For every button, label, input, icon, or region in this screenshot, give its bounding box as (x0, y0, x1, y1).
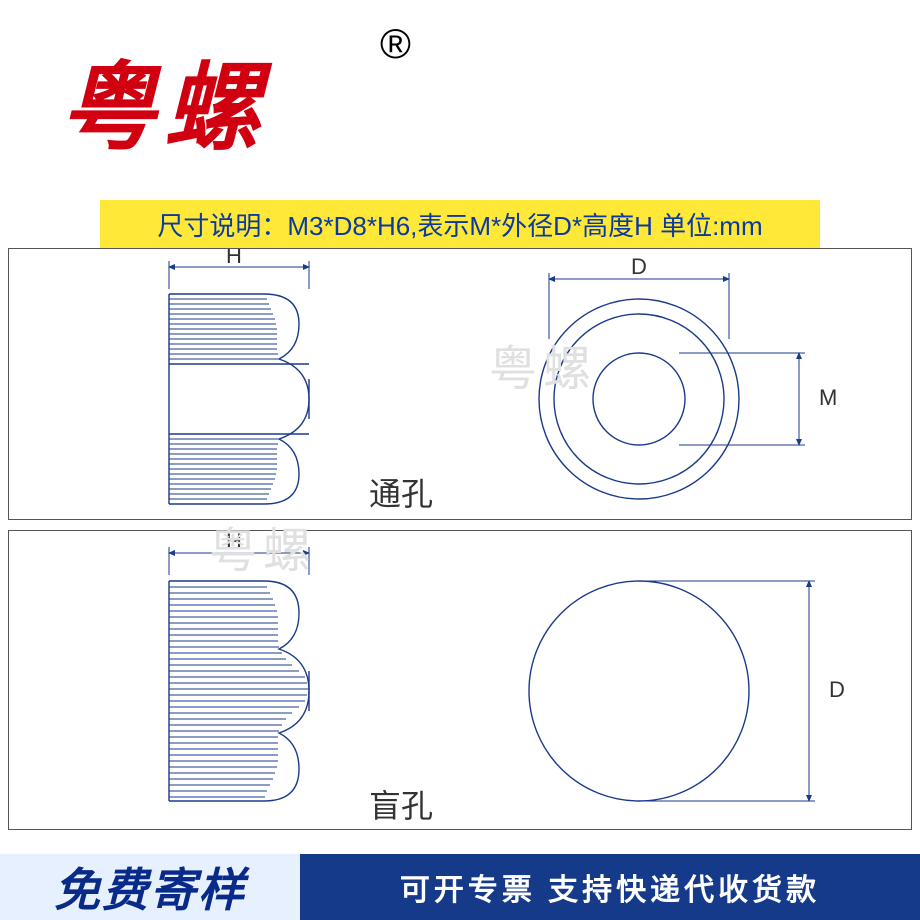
svg-text:D: D (829, 677, 845, 702)
brand-logo: 粤螺 ® (60, 30, 268, 169)
svg-text:M: M (819, 385, 837, 410)
side-view-through: H (49, 249, 409, 519)
registered-icon: ® (380, 20, 411, 68)
diagram-panel-through-hole: H (8, 248, 912, 520)
spec-description-bar: 尺寸说明：M3*D8*H6,表示M*外径D*高度H 单位:mm (100, 200, 820, 249)
side-view-blind: H (49, 531, 409, 831)
type-label-through: 通孔 (369, 469, 433, 515)
svg-text:H: H (226, 531, 242, 554)
front-view-blind: D (479, 531, 899, 831)
diagram-panel-blind-hole: H (8, 530, 912, 830)
svg-text:D: D (631, 254, 647, 279)
footer-free-sample: 免费寄样 (0, 854, 300, 920)
front-view-through: D M (479, 249, 899, 519)
brand-text: 粤螺 (60, 55, 268, 162)
type-label-blind: 盲孔 (369, 781, 433, 827)
footer-services: 可开专票 支持快递代收货款 (300, 854, 920, 920)
footer-bar: 免费寄样 可开专票 支持快递代收货款 (0, 854, 920, 920)
svg-text:H: H (226, 249, 242, 268)
